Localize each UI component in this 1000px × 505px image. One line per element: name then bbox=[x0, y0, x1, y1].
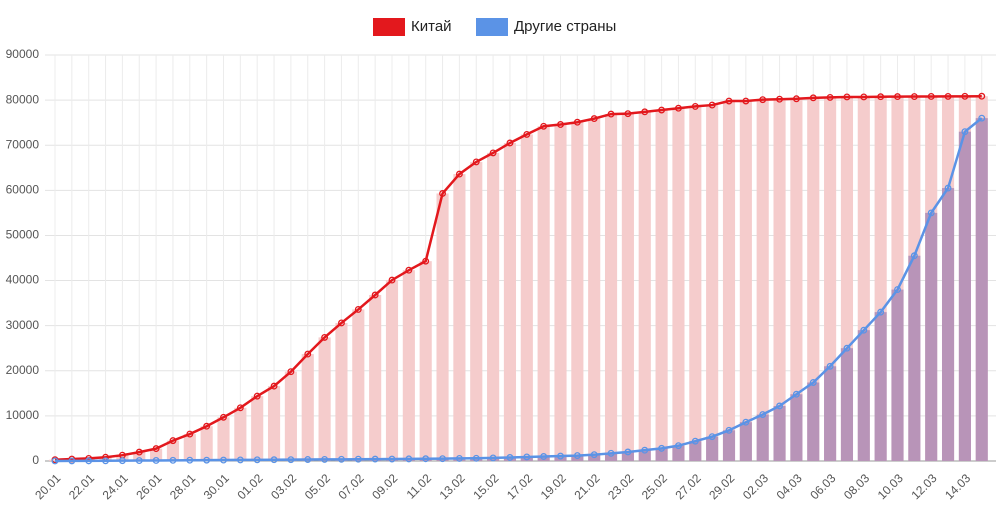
x-tick-label: 03.02 bbox=[268, 471, 299, 500]
bar bbox=[740, 422, 752, 461]
x-tick-label: 21.02 bbox=[571, 471, 602, 500]
x-tick-label: 19.02 bbox=[538, 471, 569, 500]
x-tick-label: 12.03 bbox=[908, 471, 939, 500]
bar bbox=[639, 112, 651, 461]
bar bbox=[622, 114, 634, 461]
x-tick-label: 06.03 bbox=[807, 471, 838, 500]
x-tick-label: 23.02 bbox=[605, 471, 636, 500]
bar bbox=[723, 101, 735, 461]
x-tick-label: 13.02 bbox=[437, 471, 468, 500]
bar bbox=[740, 101, 752, 461]
bar bbox=[824, 366, 836, 461]
bar bbox=[302, 354, 314, 461]
bar bbox=[386, 280, 398, 461]
x-tick-label: 27.02 bbox=[673, 471, 704, 500]
bar bbox=[976, 118, 988, 461]
bar bbox=[757, 415, 769, 461]
legend-swatch bbox=[373, 18, 405, 36]
legend-label: Другие страны bbox=[514, 18, 616, 35]
x-tick-label: 17.02 bbox=[504, 471, 535, 500]
bar bbox=[959, 132, 971, 461]
bar bbox=[588, 119, 600, 461]
bar bbox=[251, 396, 263, 461]
x-tick-label: 24.01 bbox=[100, 471, 131, 500]
bar bbox=[723, 430, 735, 461]
x-tick-label: 29.02 bbox=[706, 471, 737, 500]
bar bbox=[841, 348, 853, 461]
bar bbox=[504, 143, 516, 461]
y-tick-label: 0 bbox=[32, 453, 39, 467]
y-tick-label: 90000 bbox=[6, 47, 40, 61]
bar bbox=[369, 295, 381, 461]
x-tick-label: 14.03 bbox=[942, 471, 973, 500]
bar bbox=[908, 256, 920, 461]
bar bbox=[672, 108, 684, 461]
bar bbox=[757, 100, 769, 461]
x-tick-label: 26.01 bbox=[133, 471, 164, 500]
bar bbox=[605, 114, 617, 461]
bar bbox=[436, 193, 448, 461]
bar bbox=[234, 408, 246, 461]
x-tick-label: 28.01 bbox=[167, 471, 198, 500]
bar bbox=[268, 386, 280, 461]
x-tick-label: 30.01 bbox=[201, 471, 232, 500]
bar bbox=[790, 394, 802, 461]
bar bbox=[706, 437, 718, 461]
bar bbox=[319, 337, 331, 461]
bar bbox=[858, 330, 870, 461]
bar bbox=[773, 406, 785, 461]
x-tick-label: 05.02 bbox=[302, 471, 333, 500]
y-tick-label: 40000 bbox=[6, 273, 40, 287]
x-tick-label: 04.03 bbox=[774, 471, 805, 500]
x-tick-label: 10.03 bbox=[875, 471, 906, 500]
y-tick-label: 60000 bbox=[6, 183, 40, 197]
bar bbox=[521, 134, 533, 461]
bar bbox=[201, 426, 213, 461]
bar bbox=[285, 372, 297, 461]
y-tick-label: 80000 bbox=[6, 92, 40, 106]
bar bbox=[470, 162, 482, 461]
bar bbox=[807, 383, 819, 461]
legend-swatch bbox=[476, 18, 508, 36]
bar bbox=[487, 153, 499, 461]
bar bbox=[352, 309, 364, 461]
legend-label: Китай bbox=[411, 18, 452, 35]
bar bbox=[217, 417, 229, 461]
bar bbox=[571, 122, 583, 461]
bar bbox=[403, 270, 415, 461]
y-tick-label: 50000 bbox=[6, 228, 40, 242]
x-tick-label: 11.02 bbox=[404, 471, 435, 500]
x-tick-label: 20.01 bbox=[32, 471, 63, 500]
x-tick-label: 22.01 bbox=[66, 471, 97, 500]
bar bbox=[942, 188, 954, 461]
bar bbox=[656, 448, 668, 461]
bar bbox=[656, 110, 668, 461]
y-tick-label: 70000 bbox=[6, 137, 40, 151]
x-tick-label: 09.02 bbox=[369, 471, 400, 500]
bar bbox=[420, 261, 432, 461]
bar bbox=[554, 124, 566, 461]
bar bbox=[706, 105, 718, 461]
y-tick-label: 10000 bbox=[6, 408, 40, 422]
x-tick-label: 01.02 bbox=[234, 471, 265, 500]
bar bbox=[538, 126, 550, 461]
bar bbox=[335, 323, 347, 461]
x-tick-label: 07.02 bbox=[336, 471, 367, 500]
x-tick-label: 25.02 bbox=[639, 471, 670, 500]
bar bbox=[891, 290, 903, 461]
x-tick-label: 08.03 bbox=[841, 471, 872, 500]
bar bbox=[689, 106, 701, 461]
bar bbox=[875, 312, 887, 461]
bar bbox=[925, 213, 937, 461]
x-tick-label: 02.03 bbox=[740, 471, 771, 500]
y-tick-label: 30000 bbox=[6, 318, 40, 332]
bar bbox=[453, 174, 465, 461]
x-tick-label: 15.02 bbox=[470, 471, 501, 500]
y-tick-label: 20000 bbox=[6, 363, 40, 377]
